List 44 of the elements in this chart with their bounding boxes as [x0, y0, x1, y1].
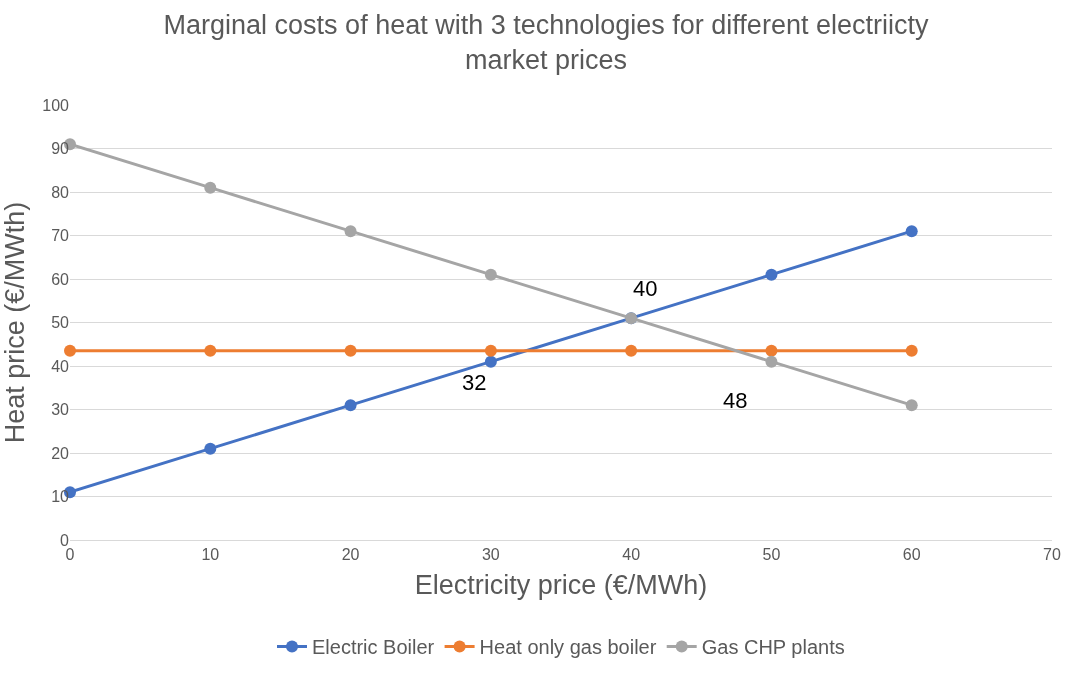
point	[765, 268, 778, 281]
y-tick-label: 70	[51, 227, 70, 245]
y-axis-title: Heat price (€/MWth)	[0, 201, 30, 444]
y-tick-label: 60	[51, 270, 70, 288]
x-tick-label: 10	[201, 546, 220, 564]
x-tick-label: 70	[1043, 546, 1061, 564]
point	[905, 399, 918, 412]
y-tick-label: 30	[51, 401, 70, 419]
point	[344, 399, 357, 412]
annotation: 40	[633, 276, 658, 301]
point	[765, 355, 778, 368]
point	[484, 344, 497, 357]
annotation: 32	[462, 370, 487, 395]
y-tick-label: 20	[51, 444, 70, 462]
point	[204, 181, 217, 194]
y-tick-label: 40	[51, 357, 70, 375]
y-tick-label: 100	[42, 96, 70, 114]
y-tick-label: 50	[51, 314, 70, 332]
point	[905, 344, 918, 357]
point	[625, 344, 638, 357]
point	[765, 344, 778, 357]
y-tick-label: 10	[51, 488, 70, 506]
y-tick-label: 80	[51, 183, 70, 201]
annotation: 48	[723, 388, 748, 413]
legend-label: Gas CHP plants	[701, 636, 845, 659]
y-tick-label: 0	[60, 531, 70, 549]
point	[204, 442, 217, 455]
y-tick-label: 90	[51, 140, 70, 158]
point	[344, 225, 357, 238]
x-tick-label: 50	[762, 546, 781, 564]
legend-label: Electric Boiler	[312, 636, 435, 659]
x-tick-label: 60	[902, 546, 921, 564]
point	[905, 225, 918, 238]
chart-title: Marginal costs of heat with 3 technologies for different electriicty market prices	[163, 9, 929, 75]
x-axis-title: Electricity price (€/MWh)	[414, 569, 708, 600]
legend-label: Heat only gas boiler	[479, 636, 657, 659]
point	[344, 344, 357, 357]
x-tick-label: 40	[622, 546, 641, 564]
point	[204, 344, 217, 357]
x-tick-label: 30	[481, 546, 500, 564]
point	[484, 268, 497, 281]
point	[64, 344, 76, 357]
x-tick-label: 20	[341, 546, 360, 564]
point	[484, 355, 497, 368]
